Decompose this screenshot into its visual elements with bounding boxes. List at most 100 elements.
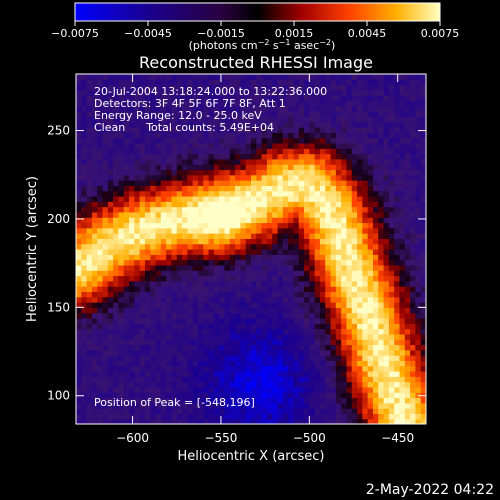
heatmap-cell <box>277 386 284 393</box>
heatmap-cell <box>187 365 194 372</box>
heatmap-cell <box>277 111 284 118</box>
heatmap-cell <box>309 323 316 330</box>
heatmap-cell <box>335 280 342 287</box>
heatmap-cell <box>171 201 178 208</box>
heatmap-cell <box>330 280 337 287</box>
heatmap-cell <box>351 121 358 128</box>
heatmap-cell <box>272 169 279 176</box>
heatmap-cell <box>102 164 109 171</box>
heatmap-cell <box>266 386 273 393</box>
heatmap-cell <box>139 185 146 192</box>
heatmap-cell <box>256 79 263 86</box>
heatmap-cell <box>293 121 300 128</box>
heatmap-cell <box>383 355 390 361</box>
heatmap-cell <box>229 201 236 208</box>
heatmap-cell <box>309 376 316 383</box>
heatmap-cell <box>219 105 226 112</box>
heatmap-cell <box>76 397 82 404</box>
heatmap-cell <box>76 211 82 218</box>
heatmap-cell <box>319 84 326 91</box>
heatmap-cell <box>219 127 226 133</box>
heatmap-cell <box>107 381 114 388</box>
heatmap-cell <box>404 211 411 218</box>
heatmap-cell <box>76 233 82 239</box>
heatmap-cell <box>208 418 215 424</box>
heatmap-cell <box>272 95 279 102</box>
heatmap-cell <box>304 365 310 372</box>
heatmap-cell <box>150 418 157 424</box>
heatmap-cell <box>346 222 353 229</box>
heatmap-cell <box>335 328 342 335</box>
heatmap-cell <box>319 302 326 308</box>
heatmap-cell <box>102 132 109 139</box>
heatmap-cell <box>171 158 178 165</box>
heatmap-cell <box>367 392 374 399</box>
heatmap-cell <box>160 79 167 86</box>
heatmap-cell <box>144 339 151 346</box>
heatmap-cell <box>229 79 236 86</box>
heatmap-cell <box>91 291 98 298</box>
heatmap-cell <box>97 280 104 287</box>
heatmap-cell <box>266 169 273 176</box>
heatmap-cell <box>139 222 146 229</box>
heatmap-cell <box>197 116 204 123</box>
heatmap-cell <box>410 370 416 377</box>
heatmap-cell <box>197 137 204 144</box>
heatmap-cell <box>171 408 178 414</box>
heatmap-cell <box>256 195 263 202</box>
heatmap-cell <box>86 349 93 356</box>
heatmap-cell <box>197 211 204 218</box>
heatmap-cell <box>86 418 93 424</box>
heatmap-cell <box>171 190 178 197</box>
heatmap-cell <box>219 386 226 393</box>
heatmap-cell <box>208 169 215 176</box>
heatmap-cell <box>394 111 401 118</box>
heatmap-cell <box>420 302 426 308</box>
heatmap-cell <box>229 127 236 133</box>
heatmap-cell <box>192 158 199 165</box>
heatmap-cell <box>150 74 157 80</box>
heatmap-cell <box>272 249 279 255</box>
heatmap-cell <box>394 402 401 409</box>
heatmap-cell <box>298 169 305 176</box>
heatmap-cell <box>261 227 268 234</box>
heatmap-cell <box>325 307 332 314</box>
heatmap-cell <box>213 116 220 123</box>
heatmap-cell <box>293 132 300 139</box>
heatmap-cell <box>378 158 385 165</box>
heatmap-cell <box>76 254 82 261</box>
heatmap-cell <box>330 323 337 330</box>
heatmap-cell <box>123 211 130 218</box>
heatmap-cell <box>81 259 88 266</box>
heatmap-cell <box>325 323 332 330</box>
heatmap-cell <box>341 355 348 361</box>
heatmap-cell <box>293 169 300 176</box>
heatmap-cell <box>139 105 146 112</box>
heatmap-cell <box>102 158 109 165</box>
heatmap-cell <box>410 74 416 80</box>
heatmap-cell <box>118 254 125 261</box>
heatmap-cell <box>351 185 358 192</box>
heatmap-cell <box>144 243 151 250</box>
heatmap-cell <box>383 111 390 118</box>
heatmap-cell <box>139 302 146 308</box>
heatmap-cell <box>261 349 268 356</box>
heatmap-cell <box>240 418 247 424</box>
heatmap-cell <box>224 286 231 293</box>
heatmap-cell <box>187 418 194 424</box>
heatmap-cell <box>187 116 194 123</box>
heatmap-cell <box>277 392 284 399</box>
heatmap-cell <box>155 79 162 86</box>
heatmap-cell <box>176 302 183 308</box>
heatmap-cell <box>235 153 241 160</box>
heatmap-cell <box>118 95 125 102</box>
heatmap-cell <box>213 95 220 102</box>
heatmap-cell <box>76 121 82 128</box>
heatmap-cell <box>213 286 220 293</box>
heatmap-cell <box>372 84 379 91</box>
heatmap-cell <box>293 270 300 277</box>
heatmap-cell <box>394 355 401 361</box>
heatmap-cell <box>91 74 98 80</box>
heatmap-cell <box>367 132 374 139</box>
heatmap-cell <box>213 222 220 229</box>
